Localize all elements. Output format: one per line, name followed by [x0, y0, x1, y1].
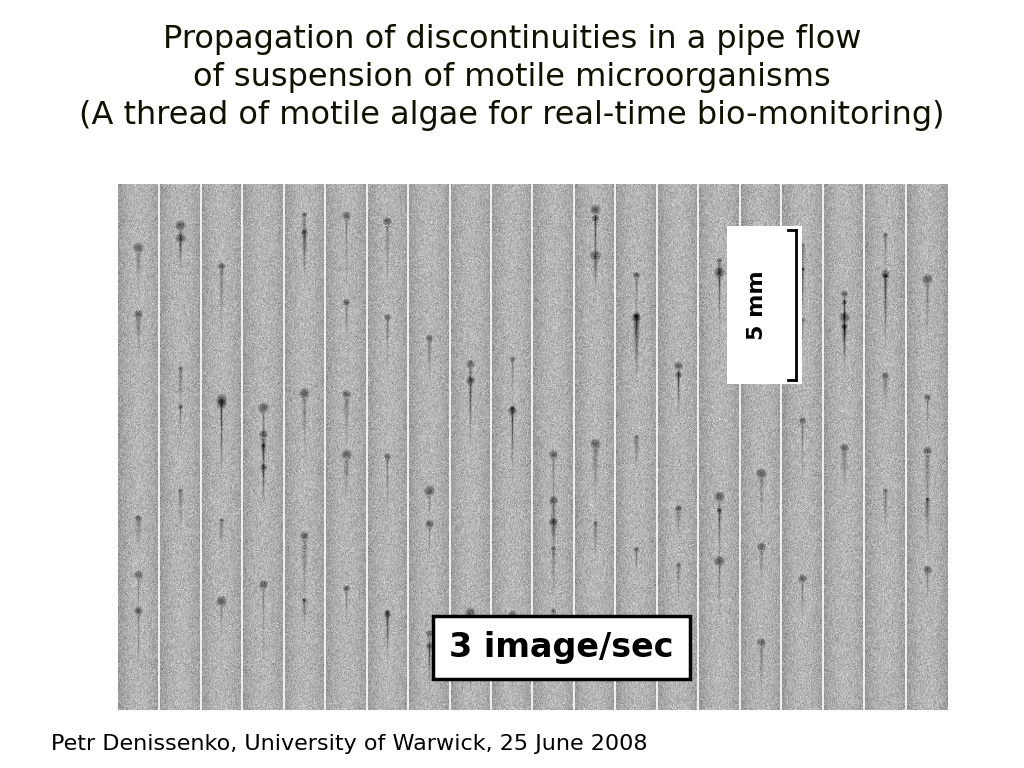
Text: 3 image/sec: 3 image/sec [450, 631, 674, 664]
Text: 5 mm: 5 mm [746, 270, 767, 340]
Bar [727, 227, 802, 384]
Bar [433, 616, 690, 679]
Text: Petr Denissenko, University of Warwick, 25 June 2008: Petr Denissenko, University of Warwick, … [51, 734, 648, 754]
Text: Propagation of discontinuities in a pipe flow
of suspension of motile microorgan: Propagation of discontinuities in a pipe… [79, 24, 945, 131]
